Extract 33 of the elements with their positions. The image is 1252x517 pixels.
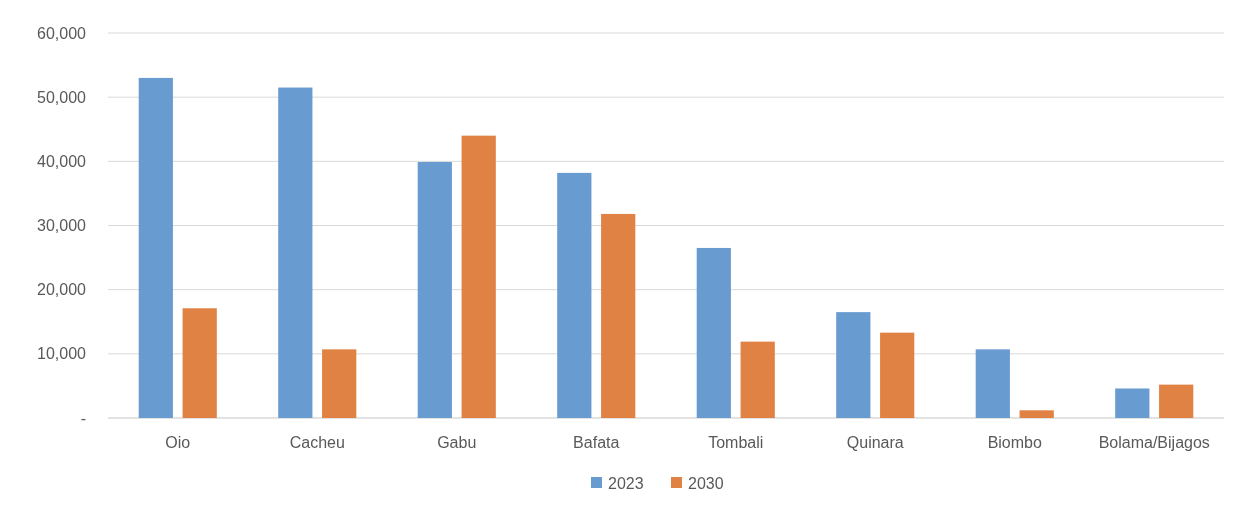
y-tick-label: 30,000 <box>37 217 87 235</box>
bar <box>1115 388 1150 418</box>
bar <box>975 349 1010 418</box>
legend-label: 2030 <box>688 474 724 492</box>
bar <box>601 213 636 418</box>
bar <box>461 135 496 418</box>
x-tick-label: Cacheu <box>289 434 345 451</box>
bar <box>182 308 217 418</box>
bar <box>1159 384 1194 418</box>
y-tick-label: 50,000 <box>37 88 87 106</box>
x-tick-label: Tombali <box>708 434 764 451</box>
bar <box>417 161 452 418</box>
x-tick-label: Quinara <box>846 434 904 451</box>
bar <box>1019 410 1054 418</box>
bar <box>138 77 173 418</box>
x-tick-label: Bolama/Bijagos <box>1098 434 1210 451</box>
y-tick-label: - <box>80 409 86 427</box>
bar <box>322 349 357 418</box>
y-tick-label: 10,000 <box>37 345 87 363</box>
legend-label: 2023 <box>608 474 644 492</box>
bar <box>740 341 775 418</box>
y-tick-label: 40,000 <box>37 152 87 170</box>
x-tick-label: Oio <box>165 434 191 451</box>
y-tick-label: 20,000 <box>37 281 87 299</box>
bar <box>836 312 871 418</box>
x-tick-label: Biombo <box>987 434 1042 451</box>
bar <box>557 172 592 418</box>
x-tick-label: Gabu <box>437 434 477 451</box>
x-tick-label: Bafata <box>573 434 620 451</box>
bar <box>696 247 731 418</box>
bar <box>880 332 915 418</box>
y-tick-label: 60,000 <box>37 24 87 42</box>
bar <box>278 87 313 418</box>
